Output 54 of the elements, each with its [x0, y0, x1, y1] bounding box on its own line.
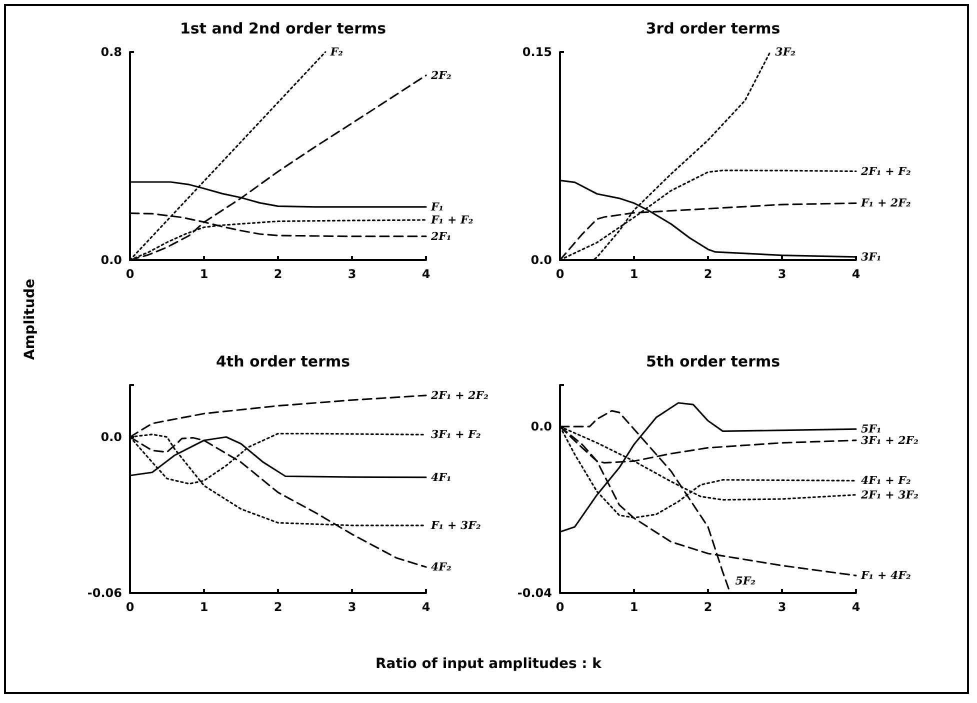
y-tick-label: 0.0	[530, 420, 552, 434]
series-label: F₂	[329, 46, 344, 58]
y-tick-label: 0.0	[100, 430, 122, 444]
x-tick-label: 0	[556, 600, 564, 614]
x-tick-label: 1	[630, 600, 638, 614]
chart-title: 4th order terms	[216, 352, 350, 370]
y-tick-label: 0.15	[522, 45, 552, 59]
x-tick-label: 3	[348, 267, 356, 281]
series-label: F₁ + F₂	[430, 213, 474, 226]
series-label: 2F₂	[430, 68, 452, 82]
x-tick-label: 4	[852, 267, 860, 281]
x-tick-label: 1	[630, 267, 638, 281]
y-tick-label: -0.04	[517, 586, 552, 600]
y-axis-title: Amplitude	[22, 278, 38, 360]
chart-title: 3rd order terms	[646, 20, 780, 38]
series-label: 5F₂	[735, 574, 756, 588]
y-tick-label: 0.8	[100, 45, 122, 59]
x-tick-label: 1	[200, 267, 208, 281]
series-label: 3F₁ + 2F₂	[861, 434, 919, 447]
chart-title: 5th order terms	[646, 352, 780, 370]
x-tick-label: 3	[348, 600, 356, 614]
series-label: 2F₁ + F₂	[860, 164, 911, 178]
x-tick-label: 2	[274, 267, 282, 281]
x-tick-label: 3	[778, 600, 786, 614]
y-tick-label: 0.0	[100, 253, 122, 267]
series-label: 3F₂	[775, 46, 796, 58]
series-label: F₁ + 3F₂	[430, 518, 481, 532]
series-label: 4F₁ + F₂	[861, 474, 911, 488]
chart-title: 1st and 2nd order terms	[180, 20, 386, 38]
x-tick-label: 2	[704, 267, 712, 281]
series-label: 2F₁	[430, 230, 452, 243]
series-label: 2F₁ + 3F₂	[860, 488, 919, 502]
x-tick-label: 0	[556, 267, 564, 281]
x-axis-title: Ratio of input amplitudes : k	[374, 656, 602, 672]
y-tick-label: -0.06	[87, 586, 122, 600]
x-tick-label: 0	[126, 267, 134, 281]
series-label: 3F₁	[861, 250, 882, 264]
x-tick-label: 0	[126, 600, 134, 614]
x-tick-label: 2	[704, 600, 712, 614]
x-tick-label: 4	[422, 600, 430, 614]
series-label: 3F₁ + F₂	[431, 428, 481, 442]
series-label: 4F₂	[431, 560, 452, 574]
x-tick-label: 1	[200, 600, 208, 614]
series-label: 5F₁	[861, 422, 882, 436]
series-label: 4F₁	[431, 470, 452, 484]
series-label: F₁ + 4F₂	[860, 569, 911, 582]
series-label: F₁	[430, 200, 444, 214]
series-label: 2F₁ + 2F₂	[430, 388, 489, 402]
x-tick-label: 4	[422, 267, 430, 281]
y-tick-label: 0.0	[530, 253, 552, 267]
x-tick-label: 3	[778, 267, 786, 281]
x-tick-label: 4	[852, 600, 860, 614]
x-tick-label: 2	[274, 600, 282, 614]
series-label: F₁ + 2F₂	[860, 196, 911, 210]
